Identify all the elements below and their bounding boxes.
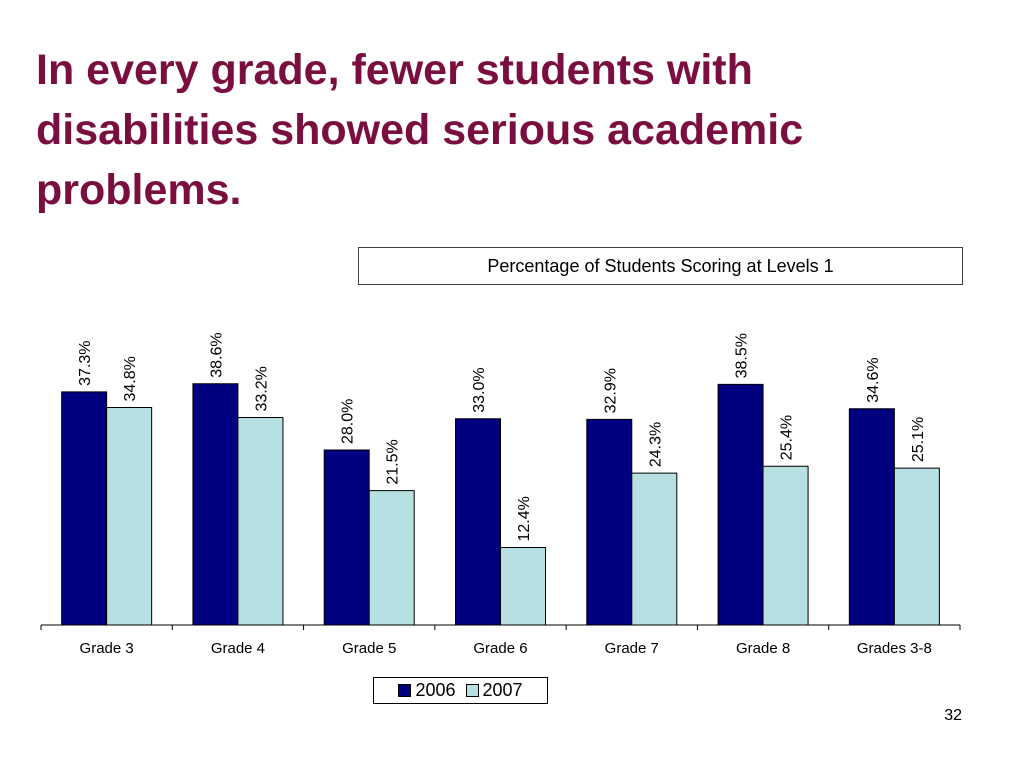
- legend-item-2006: 2006: [398, 680, 456, 701]
- legend-item-2007: 2007: [465, 680, 523, 701]
- bar-2007-grade-7: [631, 472, 678, 626]
- x-tick-label: Grades 3-8: [857, 640, 932, 657]
- data-label-2006-grade-4: 38.6%: [208, 332, 225, 377]
- bar-2007-grades-3-8: [893, 467, 940, 626]
- chart-title: Percentage of Students Scoring at Levels…: [358, 247, 963, 285]
- data-label-2006-grades-3-8: 34.6%: [865, 357, 882, 402]
- data-label-2007-grade-3: 34.8%: [122, 356, 139, 401]
- x-tick-label: Grade 7: [605, 640, 659, 657]
- page-number: 32: [944, 707, 962, 724]
- bar-2007-grade-4: [237, 417, 284, 626]
- data-label-2007-grade-6: 12.4%: [516, 496, 533, 541]
- bar-2007-grade-3: [106, 407, 153, 626]
- x-tick-label: Grade 6: [473, 640, 527, 657]
- x-tick-label: Grade 8: [736, 640, 790, 657]
- bar-2006-grade-3: [61, 391, 108, 626]
- bar-2007-grade-5: [368, 490, 415, 626]
- bar-2006-grade-5: [323, 449, 370, 626]
- bar-2006-grade-4: [192, 383, 239, 626]
- data-label-2007-grade-8: 25.4%: [779, 415, 796, 460]
- legend-swatch-2006: [398, 684, 412, 697]
- data-label-2006-grade-7: 32.9%: [602, 368, 619, 413]
- bar-2006-grade-8: [717, 383, 764, 626]
- bar-2006-grades-3-8: [848, 408, 895, 626]
- data-label-2007-grades-3-8: 25.1%: [910, 417, 927, 462]
- chart-legend: 2006 2007: [373, 677, 548, 704]
- data-label-2006-grade-5: 28.0%: [340, 399, 357, 444]
- data-label-2007-grade-5: 21.5%: [385, 439, 402, 484]
- bar-2006-grade-7: [586, 418, 633, 626]
- x-tick-label: Grade 4: [211, 640, 265, 657]
- data-label-2006-grade-8: 38.5%: [734, 333, 751, 378]
- bar-2007-grade-6: [500, 547, 546, 626]
- bar-2006-grade-6: [455, 418, 501, 626]
- data-label-2007-grade-7: 24.3%: [647, 422, 664, 467]
- x-tick-label: Grade 3: [80, 640, 134, 657]
- legend-label-2006: 2006: [415, 680, 456, 700]
- slide-title: In every grade, fewer students with disa…: [36, 46, 804, 214]
- data-label-2007-grade-4: 33.2%: [253, 366, 270, 411]
- x-tick-label: Grade 5: [342, 640, 396, 657]
- bar-2007-grade-8: [762, 465, 809, 626]
- data-label-2006-grade-6: 33.0%: [471, 367, 488, 412]
- legend-swatch-2007: [465, 684, 479, 697]
- legend-label-2007: 2007: [482, 680, 523, 700]
- data-label-2006-grade-3: 37.3%: [77, 341, 94, 386]
